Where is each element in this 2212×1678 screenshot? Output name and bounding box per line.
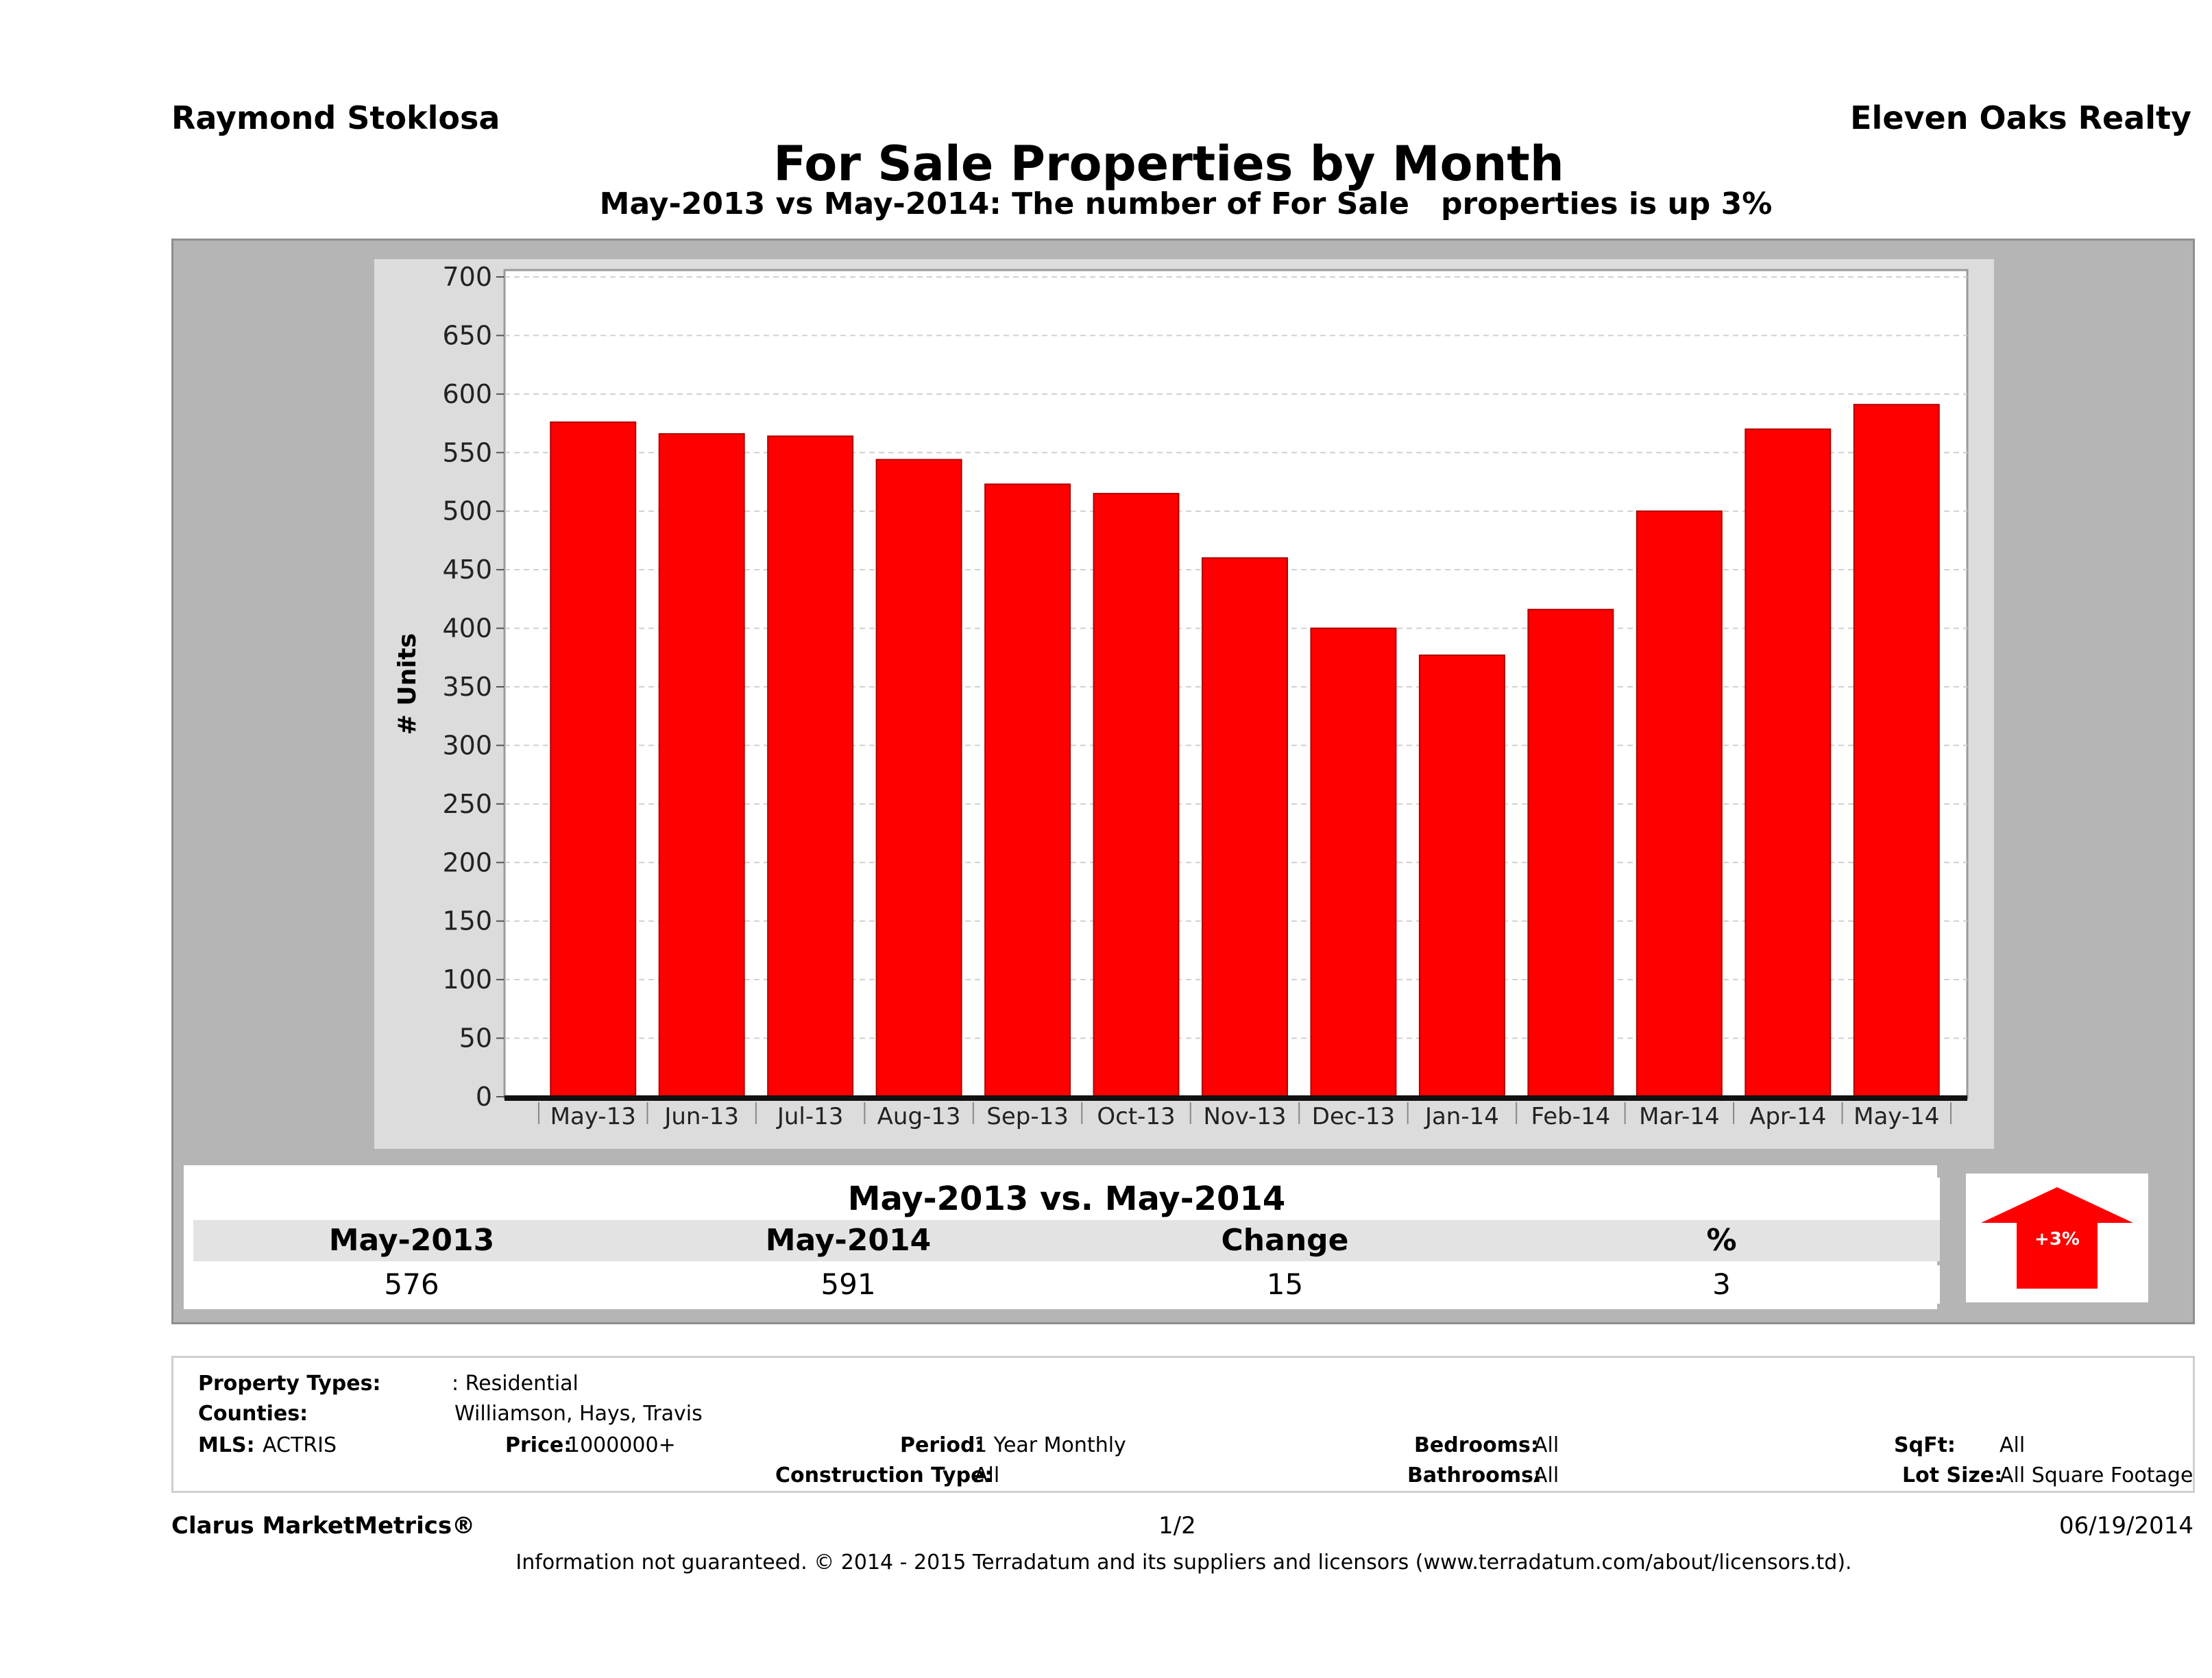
- y-tick-label: 50: [459, 1023, 492, 1054]
- y-tick-label: 150: [442, 906, 492, 936]
- bar: [550, 421, 637, 1097]
- y-tick-label: 100: [442, 964, 492, 995]
- y-tick-label: 500: [442, 496, 492, 526]
- x-tick-label: Feb-14: [1531, 1103, 1611, 1130]
- period-value: 1 Year Monthly: [974, 1433, 1126, 1457]
- x-tick-label: Jan-14: [1424, 1103, 1499, 1130]
- report-date: 06/19/2014: [2059, 1512, 2193, 1540]
- summary-value-cell: 3: [1712, 1267, 1731, 1301]
- y-tick-label: 0: [476, 1082, 492, 1112]
- x-tick-label: Sep-13: [986, 1103, 1069, 1130]
- bar: [1093, 493, 1180, 1098]
- property-types-label: Property Types:: [198, 1372, 381, 1396]
- summary-value-cell: 576: [384, 1267, 439, 1301]
- bar: [1527, 609, 1614, 1097]
- y-tick-label: 700: [442, 262, 492, 292]
- up-arrow-icon: +3%: [1981, 1187, 2133, 1289]
- bar: [658, 433, 745, 1098]
- bar: [767, 435, 854, 1097]
- bar-chart: 0 50 100 150 200 250 300 350 400 450 500 550 600 650 7…: [393, 262, 1969, 1130]
- y-axis-label: # Units: [393, 633, 422, 735]
- bar: [1745, 428, 1832, 1098]
- x-tick-label: Nov-13: [1204, 1103, 1287, 1130]
- page-number: 1/2: [1158, 1512, 1196, 1540]
- x-tick-label: May-14: [1854, 1103, 1939, 1130]
- y-tick-label: 200: [442, 847, 492, 877]
- construction-type-label: Construction Type:: [775, 1463, 993, 1487]
- bathrooms-label: Bathrooms:: [1407, 1463, 1542, 1487]
- footer-brand: Clarus MarketMetrics®: [171, 1512, 476, 1540]
- y-tick-label: 250: [442, 789, 492, 819]
- bar: [1418, 654, 1505, 1097]
- period-label: Period:: [900, 1433, 984, 1457]
- summary-header-row: May-2013 May-2014 Change %: [193, 1220, 1940, 1261]
- x-tick-label: Apr-14: [1749, 1103, 1826, 1130]
- counties-value: Williamson, Hays, Travis: [454, 1402, 703, 1426]
- lot-size-value: All Square Footage: [2000, 1463, 2193, 1487]
- y-tick-label: 450: [442, 555, 492, 585]
- filter-panel: Property Types: : Residential Counties: …: [171, 1356, 2195, 1493]
- bedrooms-label: Bedrooms:: [1414, 1433, 1539, 1457]
- summary-values-row: 576 591 15 3: [193, 1265, 1940, 1304]
- summary-header-cell: May-2014: [765, 1223, 932, 1258]
- x-tick-label: Jul-13: [776, 1103, 844, 1130]
- chart-subtitle: May-2013 vs May-2014: The number of For …: [599, 186, 1773, 221]
- property-types-value: : Residential: [452, 1372, 579, 1396]
- bar: [875, 459, 962, 1097]
- disclaimer: Information not guaranteed. © 2014 - 201…: [515, 1551, 1852, 1574]
- price-value: 1000000+: [567, 1433, 676, 1457]
- summary-value-cell: 591: [821, 1267, 876, 1301]
- brokerage-name: Eleven Oaks Realty: [1850, 99, 2191, 136]
- y-tick-label: 400: [442, 613, 492, 644]
- lot-size-label: Lot Size:: [1902, 1463, 2003, 1487]
- x-tick-label: Aug-13: [877, 1103, 961, 1130]
- y-tick-label: 600: [442, 379, 492, 409]
- bar: [1202, 557, 1288, 1097]
- bedrooms-value: All: [1533, 1433, 1559, 1457]
- summary-value-cell: 15: [1266, 1267, 1304, 1301]
- bar: [1310, 627, 1397, 1097]
- bathrooms-value: All: [1533, 1463, 1559, 1487]
- bar: [1636, 510, 1723, 1097]
- summary-title: May-2013 vs. May-2014: [193, 1178, 1940, 1220]
- sqft-value: All: [2000, 1433, 2026, 1457]
- x-tick-label: Dec-13: [1312, 1103, 1395, 1130]
- y-tick-label: 650: [442, 320, 492, 350]
- y-tick-label: 350: [442, 672, 492, 702]
- construction-type-value: All: [974, 1463, 1000, 1487]
- bar: [984, 483, 1071, 1098]
- summary-header-cell: %: [1706, 1223, 1737, 1258]
- y-tick-label: 550: [442, 437, 492, 467]
- price-label: Price:: [505, 1433, 572, 1457]
- chart-title: For Sale Properties by Month: [773, 136, 1564, 192]
- x-tick-label: Mar-14: [1639, 1103, 1720, 1130]
- mls-value: ACTRIS: [263, 1433, 337, 1457]
- change-badge-label: +3%: [2034, 1229, 2080, 1250]
- x-tick-label: May-13: [550, 1103, 636, 1130]
- x-tick-label: Oct-13: [1097, 1103, 1175, 1130]
- sqft-label: SqFt:: [1894, 1433, 1956, 1457]
- change-badge: +3%: [1966, 1174, 2148, 1302]
- bar: [1853, 404, 1940, 1097]
- summary-header-cell: Change: [1221, 1223, 1349, 1258]
- agent-name: Raymond Stoklosa: [171, 99, 500, 136]
- mls-label: MLS:: [198, 1433, 255, 1457]
- y-tick-label: 300: [442, 730, 492, 760]
- x-tick-label: Jun-13: [663, 1103, 739, 1130]
- summary-header-cell: May-2013: [328, 1223, 495, 1258]
- counties-label: Counties:: [198, 1402, 308, 1426]
